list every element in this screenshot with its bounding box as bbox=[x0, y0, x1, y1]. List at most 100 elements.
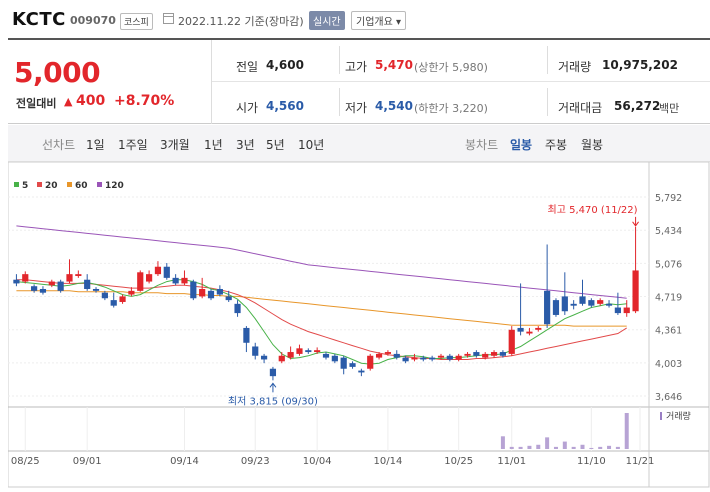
candle-body bbox=[322, 353, 330, 358]
x-tick-label: 10/25 bbox=[444, 456, 473, 467]
market-badge: 코스피 bbox=[120, 13, 153, 30]
tab-5year[interactable]: 5년 bbox=[266, 138, 285, 152]
stock-code: 009070 bbox=[70, 14, 116, 27]
candle-body bbox=[31, 286, 38, 291]
legend-swatch bbox=[67, 182, 72, 187]
realtime-button[interactable]: 실시간 bbox=[309, 11, 345, 30]
candle-body bbox=[340, 357, 347, 369]
open-label: 시가 bbox=[236, 101, 259, 115]
candle-body bbox=[446, 355, 453, 360]
low-label: 저가 bbox=[345, 101, 368, 115]
tab-monthly[interactable]: 월봉 bbox=[581, 138, 604, 152]
x-tick-label: 09/01 bbox=[73, 456, 102, 467]
candle-body bbox=[66, 274, 73, 282]
y-tick-label: 4,361 bbox=[655, 326, 682, 337]
ma5-line bbox=[16, 279, 627, 365]
tab-daily[interactable]: 일봉 bbox=[510, 138, 533, 152]
volume-bar bbox=[562, 441, 567, 449]
tab-3year[interactable]: 3년 bbox=[236, 138, 255, 152]
volume-legend-swatch bbox=[660, 412, 662, 420]
candle-body bbox=[287, 352, 294, 358]
candle-body bbox=[172, 277, 179, 284]
candle-body bbox=[57, 281, 64, 291]
volume-bar bbox=[509, 446, 514, 449]
company-overview-dropdown[interactable]: 기업개요 ▾ bbox=[351, 11, 406, 30]
volume-value: 10,975,202 bbox=[602, 58, 678, 72]
divider bbox=[547, 46, 548, 74]
candle-body bbox=[367, 355, 374, 369]
candle-body bbox=[137, 272, 144, 291]
x-tick-label: 09/14 bbox=[170, 456, 199, 467]
candle-body bbox=[561, 296, 568, 312]
y-tick-label: 4,719 bbox=[655, 293, 682, 304]
x-tick-label: 10/14 bbox=[374, 456, 403, 467]
candle-body bbox=[437, 355, 445, 358]
tab-1week[interactable]: 1주일 bbox=[118, 138, 148, 152]
lower-limit: (하한가 3,220) bbox=[414, 102, 488, 115]
volume-bar bbox=[598, 446, 603, 449]
up-arrow-icon: ▲ bbox=[64, 95, 73, 108]
chart-svg[interactable]: 5 20 60 120 5,792 5,434 5,076 4,719 4,361 4,003 3,… bbox=[7, 161, 710, 488]
candle-body bbox=[358, 370, 365, 373]
candle-body bbox=[234, 303, 241, 314]
volume-bar bbox=[580, 444, 585, 449]
stock-header: KCTC 009070 코스피 2022.11.22 기준(장마감) 실시간 기… bbox=[0, 0, 710, 38]
volume-bar bbox=[615, 446, 620, 449]
change-percent: +8.70% bbox=[114, 93, 175, 109]
candle-body bbox=[544, 290, 551, 325]
upper-limit: (상한가 5,980) bbox=[414, 61, 488, 74]
high-annotation: 최고 5,470 (11/22) bbox=[548, 204, 638, 216]
candle-body bbox=[331, 355, 338, 362]
low-value: 4,540 bbox=[375, 99, 413, 113]
candle-body bbox=[190, 281, 197, 299]
price-box: 5,000 전일대비 ▲ 400 +8.70% 전일 4,600 고가 5,47… bbox=[8, 40, 710, 124]
candle-body bbox=[314, 350, 321, 353]
candle-body bbox=[570, 303, 577, 306]
stock-name: KCTC bbox=[12, 9, 66, 30]
price-chart[interactable]: 5 20 60 120 5,792 5,434 5,076 4,719 4,361 4,003 3,… bbox=[7, 161, 710, 488]
legend-swatch bbox=[97, 182, 102, 187]
candle-body bbox=[614, 307, 621, 314]
date-text: 2022.11.22 기준(장마감) bbox=[178, 15, 304, 28]
volume-bar bbox=[536, 444, 541, 449]
tab-weekly[interactable]: 주봉 bbox=[545, 138, 568, 152]
candle-body bbox=[508, 329, 515, 354]
ma120-line bbox=[16, 225, 627, 299]
legend-label: 20 bbox=[45, 181, 58, 191]
candle-body bbox=[499, 352, 506, 356]
candle-chart-label: 봉차트 bbox=[465, 138, 499, 152]
legend-label: 60 bbox=[75, 181, 88, 191]
candle-body bbox=[464, 353, 471, 356]
candle-body bbox=[181, 277, 188, 284]
amount-unit: 백만 bbox=[659, 102, 680, 115]
candle-body bbox=[296, 348, 303, 354]
candle-body bbox=[429, 357, 436, 360]
low-annotation: 최저 3,815 (09/30) bbox=[228, 395, 318, 407]
tab-10year[interactable]: 10년 bbox=[298, 138, 325, 152]
amount-value: 56,272 bbox=[614, 99, 661, 113]
divider bbox=[339, 46, 340, 74]
candle-body bbox=[146, 274, 153, 282]
y-tick-label: 3,646 bbox=[655, 392, 682, 403]
tab-1day[interactable]: 1일 bbox=[86, 138, 105, 152]
x-tick-label: 11/10 bbox=[577, 456, 606, 467]
candle-body bbox=[92, 288, 100, 291]
candle-body bbox=[552, 300, 560, 315]
low-arrow-head bbox=[269, 382, 277, 388]
candle-body bbox=[48, 281, 55, 286]
high-label: 고가 bbox=[345, 60, 368, 74]
y-tick-label: 5,076 bbox=[655, 259, 682, 270]
candle-body bbox=[101, 292, 108, 299]
candle-body bbox=[225, 296, 232, 301]
volume-bar bbox=[518, 446, 523, 449]
volume-bar bbox=[500, 436, 505, 449]
candle-body bbox=[305, 350, 312, 353]
tab-1year[interactable]: 1년 bbox=[204, 138, 223, 152]
y-tick-label: 5,434 bbox=[655, 226, 682, 237]
tab-3month[interactable]: 3개월 bbox=[160, 138, 190, 152]
current-price: 5,000 bbox=[14, 56, 101, 89]
change-amount: 400 bbox=[76, 93, 106, 109]
divider bbox=[211, 40, 212, 124]
x-tick-label: 11/21 bbox=[626, 456, 655, 467]
line-chart-label: 선차트 bbox=[42, 138, 76, 152]
